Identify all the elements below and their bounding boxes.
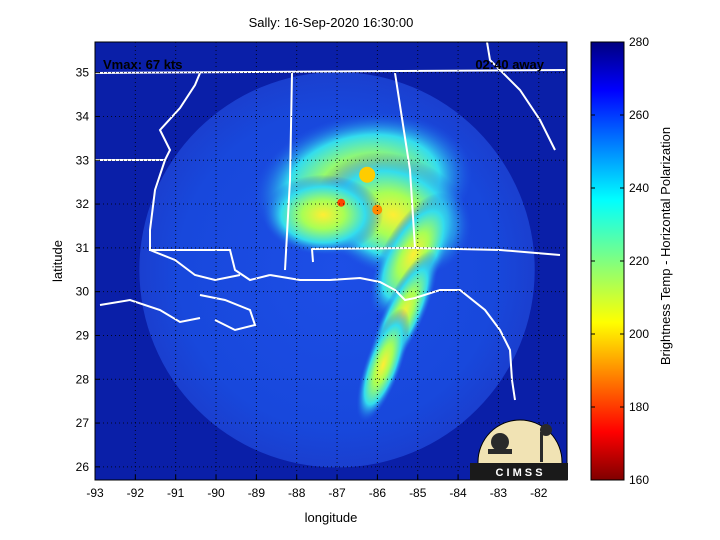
x-tick-label: -82 — [530, 486, 548, 500]
y-tick-label: 27 — [76, 416, 90, 430]
x-tick-label: -85 — [409, 486, 427, 500]
x-tick-label: -86 — [369, 486, 387, 500]
y-tick-label: 31 — [76, 241, 90, 255]
y-tick-label: 29 — [76, 328, 90, 342]
storm-core — [372, 204, 383, 215]
storm-band — [263, 174, 384, 255]
x-tick-label: -84 — [449, 486, 467, 500]
y-tick-label: 35 — [76, 66, 90, 80]
x-tick-label: -90 — [207, 486, 225, 500]
y-tick-label: 28 — [76, 372, 90, 386]
y-tick-label: 34 — [76, 109, 90, 123]
x-tick-label: -91 — [167, 486, 185, 500]
y-tick-label: 32 — [76, 197, 90, 211]
storm-core — [359, 166, 376, 183]
storm-band — [369, 192, 457, 318]
colorbar-tick-label: 240 — [629, 181, 649, 195]
vmax-label: Vmax: 67 kts — [103, 57, 183, 72]
x-axis: -93 -92 -91 -90 -89 -88 -87 -86 -85 -84 -83 -82 — [86, 475, 548, 500]
x-tick-label: -88 — [288, 486, 306, 500]
cimss-logo: C I M S S — [470, 419, 568, 481]
map-borders — [95, 42, 566, 401]
grid-lines — [94, 42, 567, 480]
colorbar-tick-label: 160 — [629, 473, 649, 487]
chart-title: Sally: 16-Sep-2020 16:30:00 — [249, 15, 414, 30]
plot-frame — [94, 41, 568, 481]
logo-text: C I M S S — [495, 467, 542, 479]
x-tick-label: -87 — [328, 486, 346, 500]
y-tick-label: 33 — [76, 153, 90, 167]
colorbar-tick-label: 220 — [629, 254, 649, 268]
time-away-label: 02:40 away — [475, 57, 544, 72]
colorbar-label: Brightness Temp - Horizontal Polarizatio… — [658, 127, 673, 365]
y-axis: 26 27 28 29 30 31 32 33 34 35 — [76, 66, 100, 474]
colorbar-tick-label: 260 — [629, 108, 649, 122]
y-axis-label: latitude — [50, 240, 65, 282]
storm-bands — [254, 113, 473, 422]
colorbar-tick-label: 200 — [629, 327, 649, 341]
y-tick-label: 30 — [76, 285, 90, 299]
colorbar — [590, 41, 625, 481]
colorbar-ticks: 160 180 200 220 240 260 280 — [591, 35, 649, 487]
colorbar-tick-label: 180 — [629, 400, 649, 414]
x-axis-label: longitude — [305, 510, 358, 525]
storm-core — [337, 198, 346, 207]
storm-band — [356, 308, 410, 422]
x-tick-label: -89 — [248, 486, 266, 500]
y-tick-label: 26 — [76, 460, 90, 474]
x-tick-label: -92 — [127, 486, 145, 500]
x-tick-label: -83 — [490, 486, 508, 500]
x-tick-label: -93 — [86, 486, 104, 500]
colorbar-tick-label: 280 — [629, 35, 649, 49]
